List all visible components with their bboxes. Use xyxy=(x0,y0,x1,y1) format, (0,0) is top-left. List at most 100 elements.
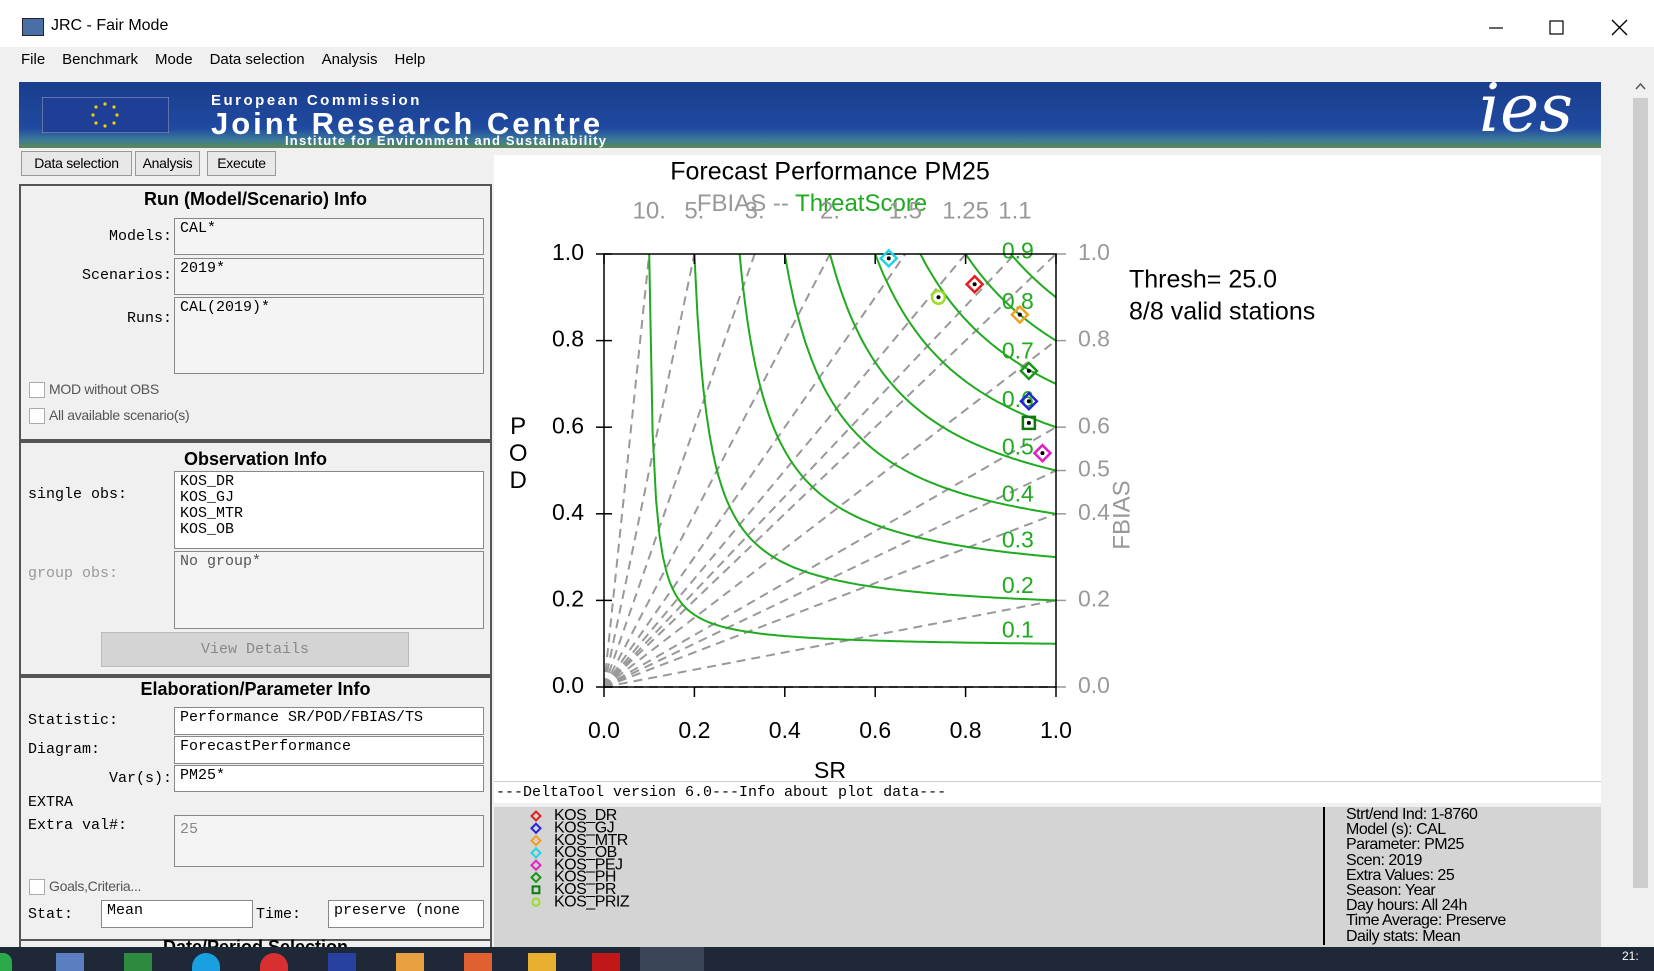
taskbar-icon[interactable] xyxy=(328,953,356,971)
field-label: single obs: xyxy=(28,486,128,503)
legend-label: KOS_PEJ xyxy=(554,856,623,873)
scroll-thumb[interactable] xyxy=(1633,98,1648,888)
x-tick-label: 0.0 xyxy=(588,717,620,743)
list-item[interactable]: KOS_OB xyxy=(180,521,235,538)
scrollbar[interactable] xyxy=(1630,76,1651,947)
maximize[interactable] xyxy=(1549,20,1564,35)
banner-name: Joint Research Centre xyxy=(211,106,604,141)
menu-item[interactable]: Mode xyxy=(155,51,193,68)
threat-curve xyxy=(783,254,1056,515)
info-header: ---DeltaTool version 6.0---Info about pl… xyxy=(496,784,947,801)
scenarios-field[interactable]: 2019* xyxy=(174,258,484,295)
tab[interactable]: Analysis xyxy=(135,151,200,176)
y-tick-label: 0.6 xyxy=(552,412,584,438)
x-tick-label: 0.4 xyxy=(769,717,801,743)
legend-label: KOS_MTR xyxy=(554,832,628,849)
tab[interactable]: Execute xyxy=(207,151,276,176)
fbias-label: 2. xyxy=(820,197,840,224)
checkbox[interactable] xyxy=(29,879,45,895)
taskbar-icon[interactable] xyxy=(396,953,424,971)
runs-field[interactable]: CAL(2019)* xyxy=(174,297,484,374)
checkbox[interactable] xyxy=(29,382,45,398)
threat-label: 0.7 xyxy=(1002,337,1034,363)
menu-item[interactable]: Data selection xyxy=(209,51,305,68)
extra-value-field[interactable]: 25 xyxy=(174,815,484,867)
field-label: Models: xyxy=(108,228,172,245)
marker xyxy=(530,834,542,847)
taskbar-icon[interactable] xyxy=(56,953,84,971)
point-center xyxy=(1017,312,1022,317)
info-detail: Strt/end Ind: 1-8760 xyxy=(1346,806,1478,823)
scroll-up[interactable] xyxy=(1630,76,1651,96)
menu-item[interactable]: Help xyxy=(394,51,426,68)
threat-curve xyxy=(829,254,1056,472)
legend-label: KOS_OB xyxy=(554,844,617,861)
diagram-field[interactable]: ForecastPerformance xyxy=(174,736,484,764)
list-item[interactable]: KOS_MTR xyxy=(180,505,244,522)
data-point xyxy=(1019,361,1039,381)
marker xyxy=(530,846,542,859)
data-point xyxy=(1010,304,1030,325)
field-label: Stat: xyxy=(28,906,74,923)
taskbar-icon[interactable] xyxy=(464,953,492,971)
taskbar-icon[interactable] xyxy=(124,953,152,971)
threat-label: 0.9 xyxy=(1002,237,1034,263)
data-point xyxy=(964,274,985,295)
single-obs-list[interactable]: KOS_DR KOS_GJ KOS_MTR KOS_OB xyxy=(174,471,484,549)
view-details-button[interactable]: View Details xyxy=(101,632,409,667)
stat-field[interactable]: Mean xyxy=(101,900,253,928)
point-center xyxy=(1026,420,1031,425)
info-detail: Day hours: All 24h xyxy=(1346,897,1467,915)
menu-item[interactable]: Analysis xyxy=(321,51,378,68)
fbias-label: 1.0 xyxy=(1078,239,1110,265)
taskbar-icon[interactable] xyxy=(260,953,288,971)
checkbox-label: All available scenario(s) xyxy=(49,407,190,423)
menu-bar: File Benchmark Mode Data selection Analysis H… xyxy=(21,51,442,68)
menu-item[interactable]: Benchmark xyxy=(62,51,139,68)
chart-subtitle: FBIAS -- ThreatScore xyxy=(697,190,927,217)
list-item[interactable]: KOS_DR xyxy=(180,473,235,490)
fbias-line xyxy=(603,426,1057,688)
statistic-field[interactable]: Performance SR/POD/FBIAS/TS xyxy=(174,707,484,735)
taskbar-icon[interactable] xyxy=(592,953,620,971)
title-bar: JRC - Fair Mode xyxy=(0,0,1654,47)
group-obs-field[interactable]: No group* xyxy=(174,551,484,629)
x-tick-label: 0.8 xyxy=(950,717,982,743)
checkbox[interactable] xyxy=(29,408,45,424)
fbias-label: 3. xyxy=(745,197,765,224)
obs-info-box xyxy=(19,441,492,676)
menu-item[interactable]: File xyxy=(21,51,46,68)
marker xyxy=(531,897,541,907)
legend-label: KOS_GJ xyxy=(554,820,614,837)
window-controls[interactable] xyxy=(1470,14,1650,40)
marker xyxy=(530,859,542,872)
time-field[interactable]: preserve (none xyxy=(328,900,484,928)
legend-label: KOS_PRIZ xyxy=(554,893,630,910)
point-center xyxy=(1026,368,1031,373)
taskbar-icon[interactable] xyxy=(528,953,556,971)
tab[interactable]: Data selection xyxy=(21,151,132,176)
app-icon xyxy=(22,18,44,36)
models-field[interactable]: CAL* xyxy=(174,218,484,255)
y-tick-label: 0.8 xyxy=(552,326,584,352)
date-box xyxy=(19,939,492,947)
y-tick-label: 0.0 xyxy=(552,672,584,698)
fbias-line xyxy=(603,253,696,688)
info-detail: Daily stats: Mean xyxy=(1346,927,1461,945)
legend-label: KOS_PR xyxy=(554,881,616,898)
fbias-line xyxy=(603,469,1057,688)
taskbar-icon[interactable] xyxy=(0,953,12,971)
vars-field[interactable]: PM25* xyxy=(174,765,484,792)
taskbar-active[interactable] xyxy=(640,947,704,971)
info-detail: Parameter: PM25 xyxy=(1346,836,1464,854)
threat-curve xyxy=(738,254,1056,559)
x-tick-label: 0.6 xyxy=(859,717,891,743)
annotation: 8/8 valid stations xyxy=(1129,298,1315,326)
threat-curve xyxy=(648,254,1056,645)
taskbar-icon[interactable] xyxy=(192,953,220,971)
close[interactable] xyxy=(1611,19,1628,36)
marker xyxy=(530,810,542,822)
fbias-label: 5. xyxy=(684,197,704,224)
list-item[interactable]: KOS_GJ xyxy=(180,489,235,506)
